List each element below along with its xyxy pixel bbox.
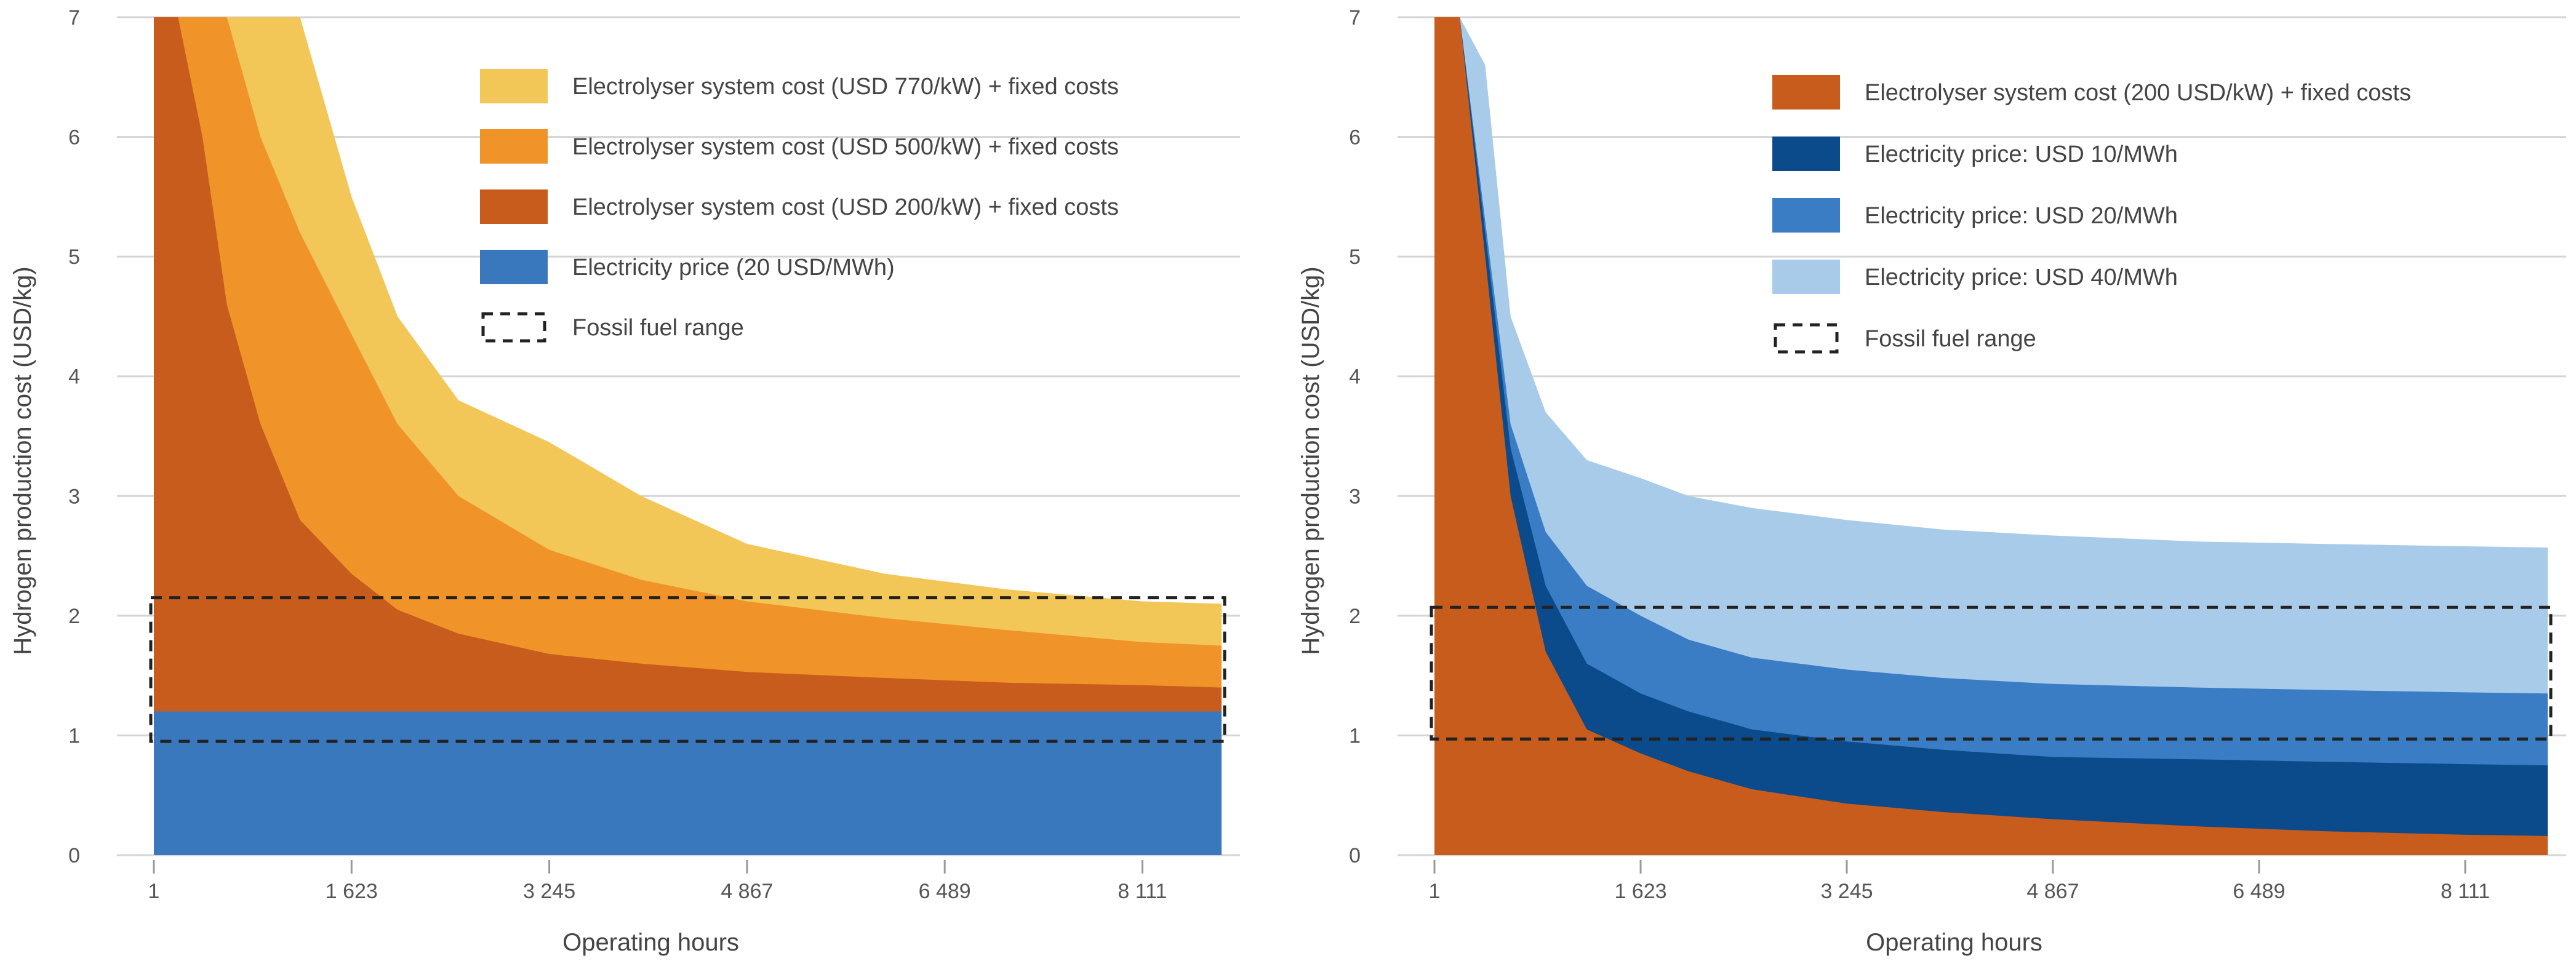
- left-y-tick-label: 1: [68, 724, 80, 747]
- right-fossil-fuel-range-box: [1430, 605, 2553, 741]
- left-y-tick-label: 3: [68, 485, 80, 508]
- right-y-tick-label: 3: [1349, 485, 1361, 508]
- left-x-tick-label: 1: [148, 880, 160, 903]
- left-series-area-1: [154, 711, 1222, 855]
- right-legend-swatch: [1772, 75, 1840, 110]
- right-y-tick-labels: 0 1 2 3 4 5 6 7: [1349, 6, 1361, 867]
- left-x-tick-label: 1 623: [326, 880, 378, 903]
- left-y-tick-label: 6: [68, 126, 80, 149]
- right-y-tick-label: 4: [1349, 365, 1361, 389]
- right-y-tick-label: 6: [1349, 126, 1361, 149]
- right-legend-swatch: [1772, 198, 1840, 233]
- right-legend-swatch: [1772, 137, 1840, 171]
- left-x-tick-label: 8 111: [1118, 880, 1167, 903]
- right-x-ticks: 1 1 623 3 245 4 867 6 489 8 111: [1429, 860, 2490, 903]
- left-y-tick-label: 0: [68, 844, 80, 867]
- chart-left-electrolyser-cost: 0 1 2 3 4 5 6 7 1 1 623 3 245 4 867 6 489 8 111 Operat…: [9, 6, 1240, 956]
- left-y-tick-label: 5: [68, 245, 80, 269]
- left-y-tick-label: 7: [68, 6, 80, 30]
- right-x-tick-label: 4 867: [2026, 880, 2079, 903]
- right-legend-label: Electricity price: USD 40/MWh: [1865, 265, 2178, 290]
- right-y-tick-label: 0: [1349, 844, 1361, 867]
- left-legend-label: Fossil fuel range: [572, 315, 744, 341]
- chart-left-svg: 0 1 2 3 4 5 6 7 1 1 623 3 245 4 867 6 489 8 111 Operat…: [9, 6, 1240, 956]
- left-x-tick-label: 4 867: [721, 880, 773, 903]
- left-legend-swatch-fossil: [481, 312, 546, 343]
- left-series-area-2: [154, 17, 1222, 855]
- right-legend-label: Electricity price: USD 20/MWh: [1865, 203, 2178, 229]
- left-legend-swatch: [480, 69, 548, 103]
- left-legend-swatch: [480, 250, 548, 284]
- left-legend: Electrolyser system cost (USD 770/kW) + …: [480, 69, 1119, 343]
- left-x-tick-label: 3 245: [523, 880, 575, 903]
- left-y-axis-title: Hydrogen production cost (USD/kg): [9, 266, 36, 655]
- left-x-axis-title: Operating hours: [562, 929, 739, 956]
- right-y-tick-label: 5: [1349, 245, 1361, 269]
- left-series: [154, 17, 1222, 855]
- right-legend: Electrolyser system cost (200 USD/kW) + …: [1772, 75, 2411, 354]
- right-legend-swatch: [1772, 260, 1840, 294]
- right-x-tick-label: 8 111: [2441, 880, 2490, 903]
- right-series: [1434, 17, 2548, 855]
- right-x-tick-label: 1: [1429, 880, 1441, 903]
- left-y-tick-label: 4: [68, 365, 80, 389]
- left-x-ticks: 1 1 623 3 245 4 867 6 489 8 111: [148, 860, 1167, 903]
- left-legend-label: Electrolyser system cost (USD 500/kW) + …: [572, 134, 1119, 160]
- right-series-area-4: [1434, 17, 2548, 855]
- right-series-area-1: [1434, 17, 2548, 855]
- left-y-tick-label: 2: [68, 605, 80, 628]
- right-x-tick-label: 3 245: [1820, 880, 1873, 903]
- left-fossil-fuel-range-box: [149, 596, 1226, 743]
- left-legend-swatch: [480, 189, 548, 224]
- right-y-tick-label: 1: [1349, 724, 1361, 747]
- right-x-axis-title: Operating hours: [1866, 929, 2042, 956]
- left-y-tick-labels: 0 1 2 3 4 5 6 7: [68, 6, 80, 867]
- right-y-tick-label: 2: [1349, 605, 1361, 628]
- left-legend-label: Electrolyser system cost (USD 770/kW) + …: [572, 74, 1119, 100]
- right-legend-label: Electrolyser system cost (200 USD/kW) + …: [1865, 80, 2411, 106]
- left-legend-label: Electricity price (20 USD/MWh): [572, 255, 895, 281]
- right-x-tick-label: 1 623: [1614, 880, 1666, 903]
- chart-right-electricity-price: 0 1 2 3 4 5 6 7 1 1 623 3 245 4 867 6 489 8 111 Operat…: [1288, 0, 2576, 980]
- left-legend-swatch: [480, 129, 548, 164]
- right-legend-swatch-fossil: [1774, 323, 1839, 354]
- right-y-axis-title: Hydrogen production cost (USD/kg): [1297, 266, 1324, 655]
- right-legend-label: Electricity price: USD 10/MWh: [1865, 141, 2178, 167]
- right-y-tick-label: 7: [1349, 6, 1361, 30]
- right-x-tick-label: 6 489: [2233, 880, 2285, 903]
- left-x-tick-label: 6 489: [919, 880, 971, 903]
- left-legend-label: Electrolyser system cost (USD 200/kW) + …: [572, 194, 1119, 220]
- chart-right-svg: 0 1 2 3 4 5 6 7 1 1 623 3 245 4 867 6 489 8 111 Operat…: [1297, 6, 2566, 956]
- right-legend-label: Fossil fuel range: [1865, 326, 2036, 352]
